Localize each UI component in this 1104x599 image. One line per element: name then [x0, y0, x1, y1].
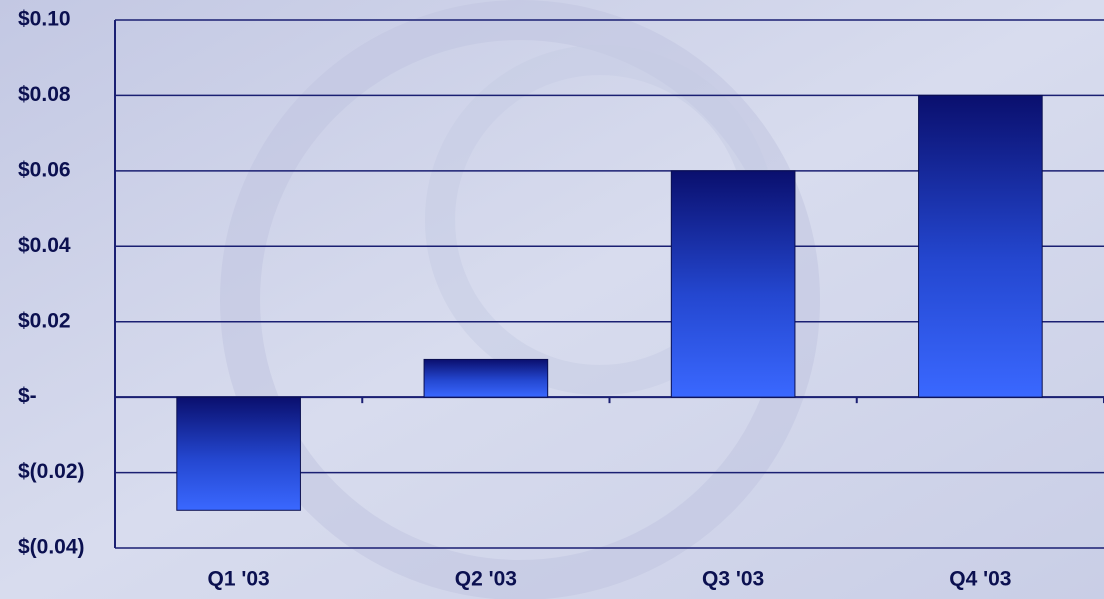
x-tick-label: Q2 '03: [455, 568, 517, 591]
bar: [670, 170, 796, 398]
y-tick-label: $(0.02): [18, 460, 85, 483]
y-tick-label: $0.02: [18, 309, 71, 332]
x-tick-label: Q3 '03: [702, 568, 764, 591]
y-tick-label: $0.04: [18, 234, 71, 257]
x-tick-label: Q4 '03: [949, 568, 1011, 591]
y-tick-label: $-: [18, 385, 37, 408]
y-tick-label: $(0.04): [18, 536, 85, 559]
y-tick-label: $0.08: [18, 83, 71, 106]
y-tick-label: $0.10: [18, 8, 71, 31]
bar: [176, 396, 301, 511]
y-tick-label: $0.06: [18, 158, 71, 181]
bar: [918, 94, 1043, 398]
bar: [423, 358, 549, 398]
x-tick-label: Q1 '03: [208, 568, 270, 591]
